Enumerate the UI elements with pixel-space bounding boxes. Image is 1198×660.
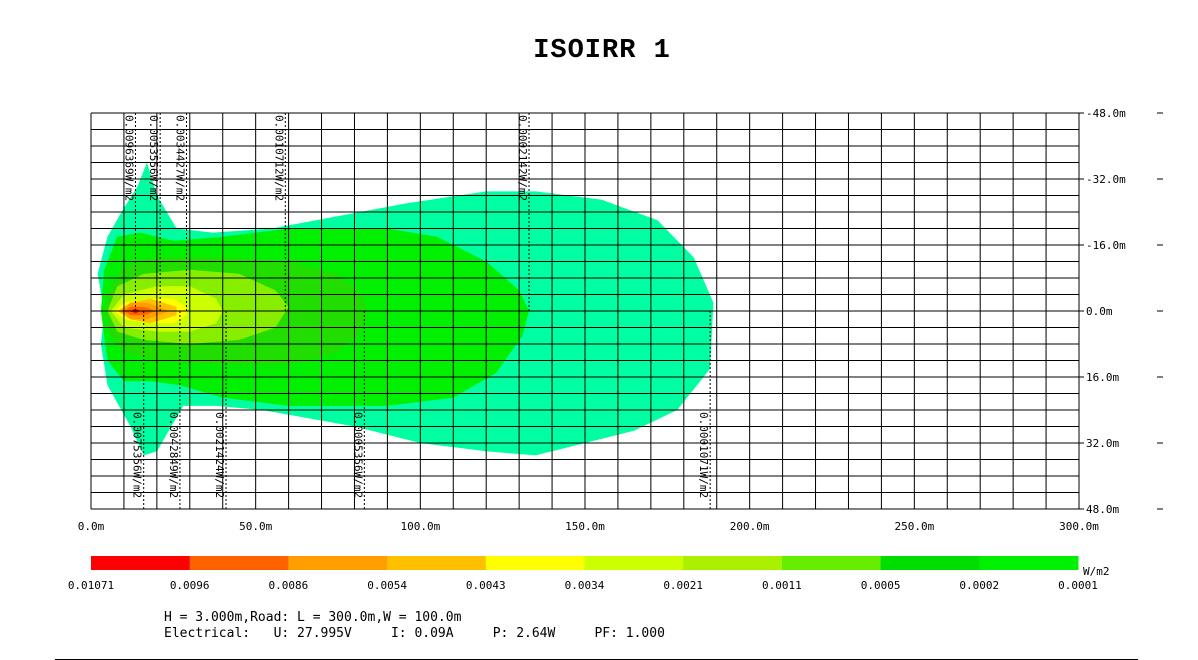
electrical-parameters: Electrical: U: 27.995V I: 0.09A P: 2.64W…	[164, 626, 665, 641]
legend-color-swatch	[781, 556, 882, 570]
legend-color-swatch	[288, 556, 388, 570]
legend-color-swatch	[387, 556, 487, 570]
x-tick-label: 100.0m	[400, 520, 440, 533]
contour-label: 0.0021424W/m2	[213, 412, 226, 498]
legend-label: 0.0034	[565, 579, 605, 592]
x-tick-label: 300.0m	[1059, 520, 1099, 533]
y-tick-label: 48.0m	[1086, 503, 1119, 516]
x-tick-label: 50.0m	[239, 520, 272, 533]
legend-label: 0.0054	[367, 579, 407, 592]
contour-label: 0.0034427W/m2	[174, 115, 187, 201]
legend-label: 0.01071	[68, 579, 114, 592]
y-tick-label: 0.0m	[1086, 305, 1113, 318]
legend-label: 0.0096	[170, 579, 210, 592]
legend-label: 0.0043	[466, 579, 506, 592]
contour-label: 0.0010712W/m2	[272, 115, 285, 201]
contour-label: 0.0053556W/m2	[147, 115, 160, 201]
x-tick-label: 200.0m	[730, 520, 770, 533]
legend-color-swatch	[683, 556, 783, 570]
legend-color-swatch	[189, 556, 289, 570]
legend-label: 0.0021	[663, 579, 703, 592]
legend-color-swatch	[880, 556, 980, 570]
contour-label: 0.0075356W/m2	[131, 412, 144, 498]
road-parameters: H = 3.000m,Road: L = 300.0m,W = 100.0m	[164, 610, 462, 625]
legend-label: 0.0086	[269, 579, 309, 592]
legend-color-swatch	[979, 556, 1079, 570]
y-tick-label: 32.0m	[1086, 437, 1119, 450]
legend-color-swatch	[91, 556, 191, 570]
legend-unit: W/m2	[1083, 565, 1110, 578]
contour-label: 0.0042849W/m2	[167, 412, 180, 498]
chart-title: ISOIRR 1	[533, 36, 671, 66]
x-tick-label: 150.0m	[565, 520, 605, 533]
y-tick-label: -16.0m	[1086, 239, 1126, 252]
legend-label: 0.0001	[1058, 579, 1098, 592]
legend-label: 0.0011	[762, 579, 802, 592]
contour-label: 0.0001071W/m2	[697, 412, 710, 498]
y-tick-label: -48.0m	[1086, 107, 1126, 120]
contour-label: 0.0096369W/m2	[122, 115, 135, 201]
legend-color-swatch	[485, 556, 585, 570]
legend-color-swatch	[584, 556, 684, 570]
x-tick-label: 250.0m	[894, 520, 934, 533]
contour-label: 0.0002142W/m2	[516, 115, 529, 201]
y-tick-label: 16.0m	[1086, 371, 1119, 384]
legend-label: 0.0002	[959, 579, 999, 592]
x-tick-label: 0.0m	[78, 520, 105, 533]
legend-label: 0.0005	[861, 579, 901, 592]
y-tick-label: -32.0m	[1086, 173, 1126, 186]
contour-label: 0.0005356W/m2	[351, 412, 364, 498]
